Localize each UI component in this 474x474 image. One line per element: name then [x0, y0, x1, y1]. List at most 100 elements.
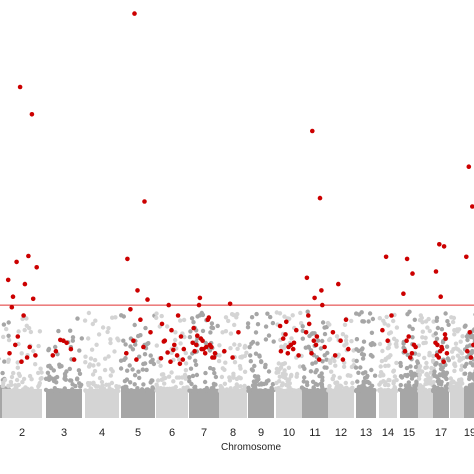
significant-snp-point: [437, 348, 443, 354]
background-snp-point: [391, 369, 396, 374]
background-snp-point: [464, 361, 469, 367]
background-snp-point: [394, 325, 400, 330]
background-snp-point: [308, 369, 314, 374]
significant-snp-point: [29, 112, 35, 117]
background-snp-point: [31, 348, 36, 354]
background-snp-point: [121, 338, 126, 343]
significant-snp-point: [125, 256, 130, 262]
significant-snp-point: [21, 313, 26, 318]
background-snp-point: [118, 366, 124, 371]
background-snp-point: [43, 387, 49, 393]
significant-snp-point: [343, 317, 349, 323]
significant-snp-point: [319, 288, 324, 293]
significant-snp-point: [124, 351, 129, 356]
x-tick-label: 7: [201, 427, 207, 439]
background-snp-point: [423, 340, 428, 345]
background-snp-point: [341, 364, 347, 369]
significant-snp-point: [294, 327, 299, 333]
background-snp-point: [15, 360, 20, 365]
background-snp-point: [183, 368, 189, 373]
background-snp-point: [362, 375, 368, 381]
significant-snp-point: [159, 321, 165, 327]
background-snp-point: [266, 333, 272, 338]
background-snp-point: [72, 388, 77, 394]
background-band-chr-3: [46, 388, 82, 418]
background-snp-point: [365, 388, 371, 394]
significant-snp-point: [468, 355, 474, 360]
significant-snp-point: [406, 334, 412, 339]
background-band-chr-10: [276, 388, 302, 418]
background-snp-point: [88, 356, 94, 361]
background-snp-point: [460, 334, 465, 339]
significant-snp-point: [330, 330, 336, 335]
background-snp-point: [354, 311, 359, 316]
background-snp-point: [228, 331, 234, 336]
background-snp-point: [121, 314, 127, 319]
background-snp-point: [242, 369, 248, 374]
background-snp-point: [404, 365, 410, 371]
background-snp-point: [231, 373, 236, 379]
significant-snp-point: [9, 304, 15, 310]
background-snp-point: [133, 342, 138, 347]
significant-snp-point: [278, 348, 284, 354]
background-snp-point: [187, 379, 192, 384]
background-snp-point: [392, 374, 398, 379]
significant-snp-point: [290, 346, 296, 352]
background-snp-point: [443, 311, 448, 316]
significant-snp-point: [71, 357, 77, 362]
background-snp-point: [159, 372, 165, 377]
background-snp-point: [282, 368, 287, 373]
significant-snp-point: [404, 256, 410, 262]
background-snp-point: [318, 381, 324, 386]
background-band-chr-17: [433, 388, 449, 418]
background-snp-point: [257, 353, 262, 358]
background-snp-point: [124, 384, 129, 390]
background-snp-point: [450, 319, 456, 325]
background-snp-point: [17, 373, 22, 378]
background-snp-point: [378, 387, 384, 392]
background-snp-point: [223, 360, 228, 365]
background-snp-point: [217, 353, 222, 358]
significant-snp-point: [288, 342, 294, 348]
background-snp-point: [297, 364, 303, 369]
background-snp-point: [420, 329, 425, 334]
background-snp-point: [436, 386, 441, 391]
background-snp-point: [150, 357, 155, 362]
x-tick-label: 19: [464, 427, 474, 439]
background-snp-point: [434, 336, 440, 341]
background-snp-point: [39, 376, 44, 381]
background-snp-point: [255, 374, 261, 379]
background-snp-point: [367, 381, 372, 386]
significant-snp-point: [283, 332, 288, 337]
background-snp-point: [431, 388, 437, 393]
background-snp-point: [33, 362, 38, 367]
background-snp-point: [162, 381, 167, 386]
background-snp-point: [103, 356, 108, 361]
significant-snp-point: [230, 355, 235, 360]
background-snp-point: [372, 373, 378, 378]
x-tick-label: 17: [435, 427, 447, 439]
significant-snp-point: [401, 291, 406, 297]
background-snp-point: [258, 359, 264, 364]
background-snp-point: [242, 383, 247, 389]
significant-snp-points: [5, 11, 474, 367]
significant-snp-point: [165, 350, 170, 355]
significant-snp-point: [34, 265, 39, 270]
background-snp-point: [367, 311, 373, 316]
background-snp-point: [349, 318, 354, 324]
background-snp-point: [360, 371, 366, 376]
background-snp-point: [430, 358, 436, 363]
background-band-chr-2: [2, 388, 42, 418]
background-snp-point: [235, 346, 240, 351]
background-snp-point: [13, 383, 18, 388]
significant-snp-point: [413, 344, 418, 350]
background-snp-point: [55, 388, 60, 393]
background-snp-point: [234, 384, 240, 389]
background-snp-point: [106, 354, 111, 359]
background-snp-point: [406, 380, 411, 385]
background-snp-point: [336, 352, 341, 357]
background-snp-point: [177, 388, 183, 393]
background-snp-point: [416, 376, 422, 381]
significant-snp-point: [402, 348, 408, 354]
background-snp-point: [239, 355, 245, 360]
